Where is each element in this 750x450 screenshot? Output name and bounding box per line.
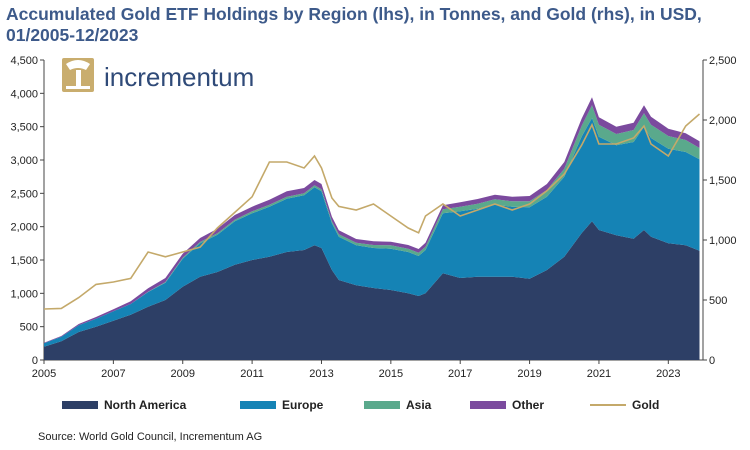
y-left-tick-label: 4,500 [10, 55, 38, 67]
y-right-tick-label: 0 [709, 355, 715, 367]
y-left-ticks: 0 500 1,000 1,500 2,000 2,500 3,000 3,500 4,000 4… [10, 55, 44, 367]
legend-label-asia: Asia [406, 398, 432, 412]
x-tick-label: 2023 [656, 368, 680, 380]
x-tick-label: 2009 [170, 368, 194, 380]
y-left-tick-label: 1,000 [10, 288, 38, 300]
y-right-tick-label: 1,500 [709, 175, 737, 187]
x-tick-label: 2017 [448, 368, 472, 380]
legend: North America Europe Asia Other Gold [62, 398, 659, 412]
y-right-tick-label: 1,000 [709, 235, 737, 247]
x-tick-label: 2011 [240, 368, 264, 380]
y-left-tick-label: 3,500 [10, 122, 38, 134]
y-left-tick-label: 500 [20, 322, 38, 334]
legend-label-north-america: North America [104, 398, 187, 412]
y-left-tick-label: 2,500 [10, 188, 38, 200]
x-tick-label: 2005 [32, 368, 56, 380]
x-tick-label: 2019 [517, 368, 541, 380]
area-europe [44, 118, 700, 347]
y-right-tick-label: 2,500 [709, 55, 737, 67]
x-tick-label: 2021 [587, 368, 611, 380]
legend-label-gold: Gold [632, 398, 659, 412]
x-tick-label: 2007 [101, 368, 125, 380]
area-layers [44, 97, 700, 360]
legend-label-other: Other [512, 398, 544, 412]
tree-icon [62, 58, 94, 92]
y-left-tick-label: 4,000 [10, 88, 38, 100]
y-right-tick-label: 2,000 [709, 115, 737, 127]
line-gold [43, 113, 701, 310]
chart-title: Accumulated Gold ETF Holdings by Region … [6, 4, 702, 45]
legend-swatch-asia [364, 401, 400, 409]
x-axis-ticks: 2005 2007 2009 2011 2013 2015 2017 2019 2021 2023 [32, 360, 681, 380]
y-right-ticks: 0 500 1,000 1,500 2,000 2,500 [703, 55, 737, 367]
y-left-tick-label: 0 [32, 355, 38, 367]
legend-swatch-europe [240, 401, 276, 409]
source-note: Source: World Gold Council, Incrementum … [38, 431, 263, 443]
x-tick-label: 2015 [379, 368, 403, 380]
area-north-america [44, 221, 700, 360]
y-right-tick-label: 500 [709, 295, 727, 307]
legend-swatch-other [470, 401, 506, 409]
y-left-tick-label: 2,000 [10, 222, 38, 234]
y-left-tick-label: 1,500 [10, 255, 38, 267]
brand-name: incrementum [104, 62, 254, 92]
incrementum-logo: incrementum [62, 58, 254, 92]
legend-label-europe: Europe [282, 398, 324, 412]
y-left-tick-label: 3,000 [10, 155, 38, 167]
gold-line-layer [43, 113, 701, 310]
x-tick-label: 2013 [309, 368, 333, 380]
legend-swatch-north-america [62, 401, 98, 409]
